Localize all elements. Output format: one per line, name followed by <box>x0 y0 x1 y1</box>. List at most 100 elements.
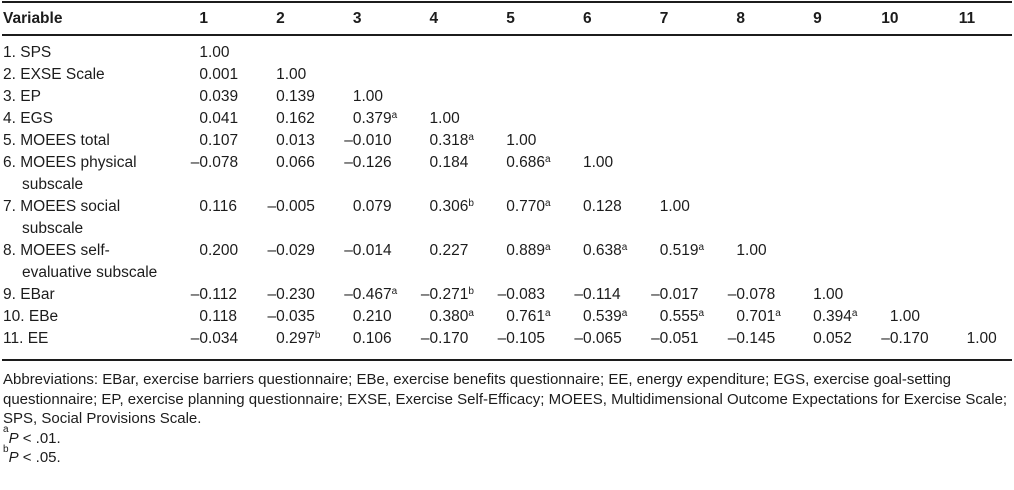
significance-marker: a <box>698 307 705 319</box>
row-label: 8. MOEES self-evaluative subscale <box>3 242 158 281</box>
correlation-cell: 1.00 <box>935 328 1012 361</box>
correlation-cell <box>935 130 1012 152</box>
correlation-cell <box>935 64 1012 86</box>
column-header-7: 7 <box>628 2 706 36</box>
correlation-cell <box>782 130 859 152</box>
correlation-cell: 0.686a <box>506 153 551 171</box>
row-label: 11. EE <box>2 328 168 361</box>
significance-marker: a <box>545 197 551 209</box>
significance-marker: a <box>621 307 628 319</box>
footnote-a-text: < .01. <box>18 429 61 447</box>
correlation-cell: 0.039 <box>199 88 239 105</box>
row-label: 2. EXSE Scale <box>3 66 105 83</box>
correlation-cell <box>398 64 475 86</box>
correlation-cell <box>858 240 935 284</box>
significance-marker: a <box>698 241 705 253</box>
correlation-cell: 1.00 <box>813 286 844 303</box>
column-header-3: 3 <box>321 2 399 36</box>
correlation-cell: 0.297b <box>244 328 322 361</box>
significance-marker: a <box>775 307 781 319</box>
correlation-cell <box>475 86 552 108</box>
significance-marker: a <box>468 307 474 319</box>
table-row: 8. MOEES self-evaluative subscale 0.200 –0… <box>2 240 1012 284</box>
correlation-cell <box>705 130 782 152</box>
correlation-cell <box>858 130 935 152</box>
correlation-cell <box>552 130 629 152</box>
correlation-cell <box>782 108 859 130</box>
correlation-cell <box>935 240 1012 284</box>
footnote-a-marker: a <box>3 424 9 435</box>
column-header-6: 6 <box>551 2 629 36</box>
correlation-cell: –0.034 <box>168 328 245 361</box>
correlation-cell <box>935 35 1012 64</box>
correlation-cell: –0.083 <box>497 286 546 303</box>
column-header-5: 5 <box>474 2 552 36</box>
correlation-cell <box>858 284 935 306</box>
correlation-cell: 0.380a <box>429 307 474 325</box>
correlation-cell <box>245 35 322 64</box>
correlation-cell: 0.306b <box>429 197 474 215</box>
correlation-cell <box>935 152 1012 196</box>
row-label: 4. EGS <box>3 110 53 127</box>
column-header-11: 11 <box>935 2 1012 36</box>
correlation-cell: 0.770a <box>506 197 551 215</box>
table-row: 11. EE –0.034 0.297b 0.106 –0.170 –0.105 –0.06… <box>2 328 1012 361</box>
correlation-cell: 0.106 <box>321 328 399 361</box>
correlation-cell: –0.017 <box>651 286 699 303</box>
correlation-cell <box>935 196 1012 240</box>
row-label: 5. MOEES total <box>3 132 110 149</box>
significance-marker: b <box>468 197 474 209</box>
correlation-cell: 0.555a <box>659 307 705 325</box>
footnote-a-stat: P <box>8 429 19 447</box>
correlation-cell: 1.00 <box>429 110 460 127</box>
correlation-cell: 0.210 <box>352 308 392 325</box>
table-row: 4. EGS 0.041 0.162 0.379a 1.00 <box>2 108 1012 130</box>
correlation-cell: 1.00 <box>889 308 921 325</box>
row-label: 3. EP <box>3 88 41 105</box>
row-label: 10. EBe <box>3 308 59 325</box>
correlation-cell: –0.114 <box>574 286 621 303</box>
significance-marker: a <box>545 307 551 319</box>
footnote-b-text: < .05. <box>18 449 61 466</box>
correlation-cell: –0.271b <box>420 285 474 303</box>
correlation-cell <box>628 35 705 64</box>
correlation-cell <box>398 86 475 108</box>
table-row: 9. EBar –0.112 –0.230 –0.467a –0.271b –0.083 –… <box>2 284 1012 306</box>
correlation-cell <box>858 35 935 64</box>
variable-column-header: Variable <box>2 2 168 36</box>
correlation-cell: 0.761a <box>506 307 551 325</box>
correlation-cell <box>398 35 475 64</box>
correlation-cell <box>628 108 705 130</box>
correlation-cell <box>782 35 859 64</box>
correlation-cell <box>782 64 859 86</box>
correlation-cell: 0.052 <box>781 328 859 361</box>
column-header-8: 8 <box>705 2 782 36</box>
correlation-cell <box>858 108 935 130</box>
correlation-cell: 0.519a <box>659 241 705 259</box>
correlation-cell: –0.126 <box>344 154 392 171</box>
correlation-cell: 0.001 <box>199 66 239 83</box>
correlation-cell <box>705 152 782 196</box>
correlation-cell <box>935 306 1012 328</box>
correlation-cell <box>705 86 782 108</box>
column-header-9: 9 <box>781 2 859 36</box>
correlation-cell: 0.139 <box>276 88 315 105</box>
correlation-cell <box>935 86 1012 108</box>
correlation-cell: –0.145 <box>705 328 782 361</box>
correlation-cell <box>705 108 782 130</box>
correlation-cell <box>782 240 859 284</box>
correlation-cell: –0.105 <box>474 328 552 361</box>
correlation-cell: –0.010 <box>344 132 392 149</box>
correlation-cell <box>782 196 859 240</box>
correlation-cell: 1.00 <box>736 242 767 259</box>
correlation-cell <box>628 130 705 152</box>
correlation-cell <box>475 108 552 130</box>
column-header-2: 2 <box>244 2 322 36</box>
significance-marker: a <box>468 131 474 143</box>
correlation-cell: 0.200 <box>199 242 239 259</box>
correlation-cell <box>475 35 552 64</box>
correlation-cell <box>552 86 629 108</box>
correlation-cell: 0.379a <box>352 109 398 127</box>
correlation-cell: 1.00 <box>506 132 537 149</box>
correlation-cell: –0.078 <box>190 154 239 171</box>
